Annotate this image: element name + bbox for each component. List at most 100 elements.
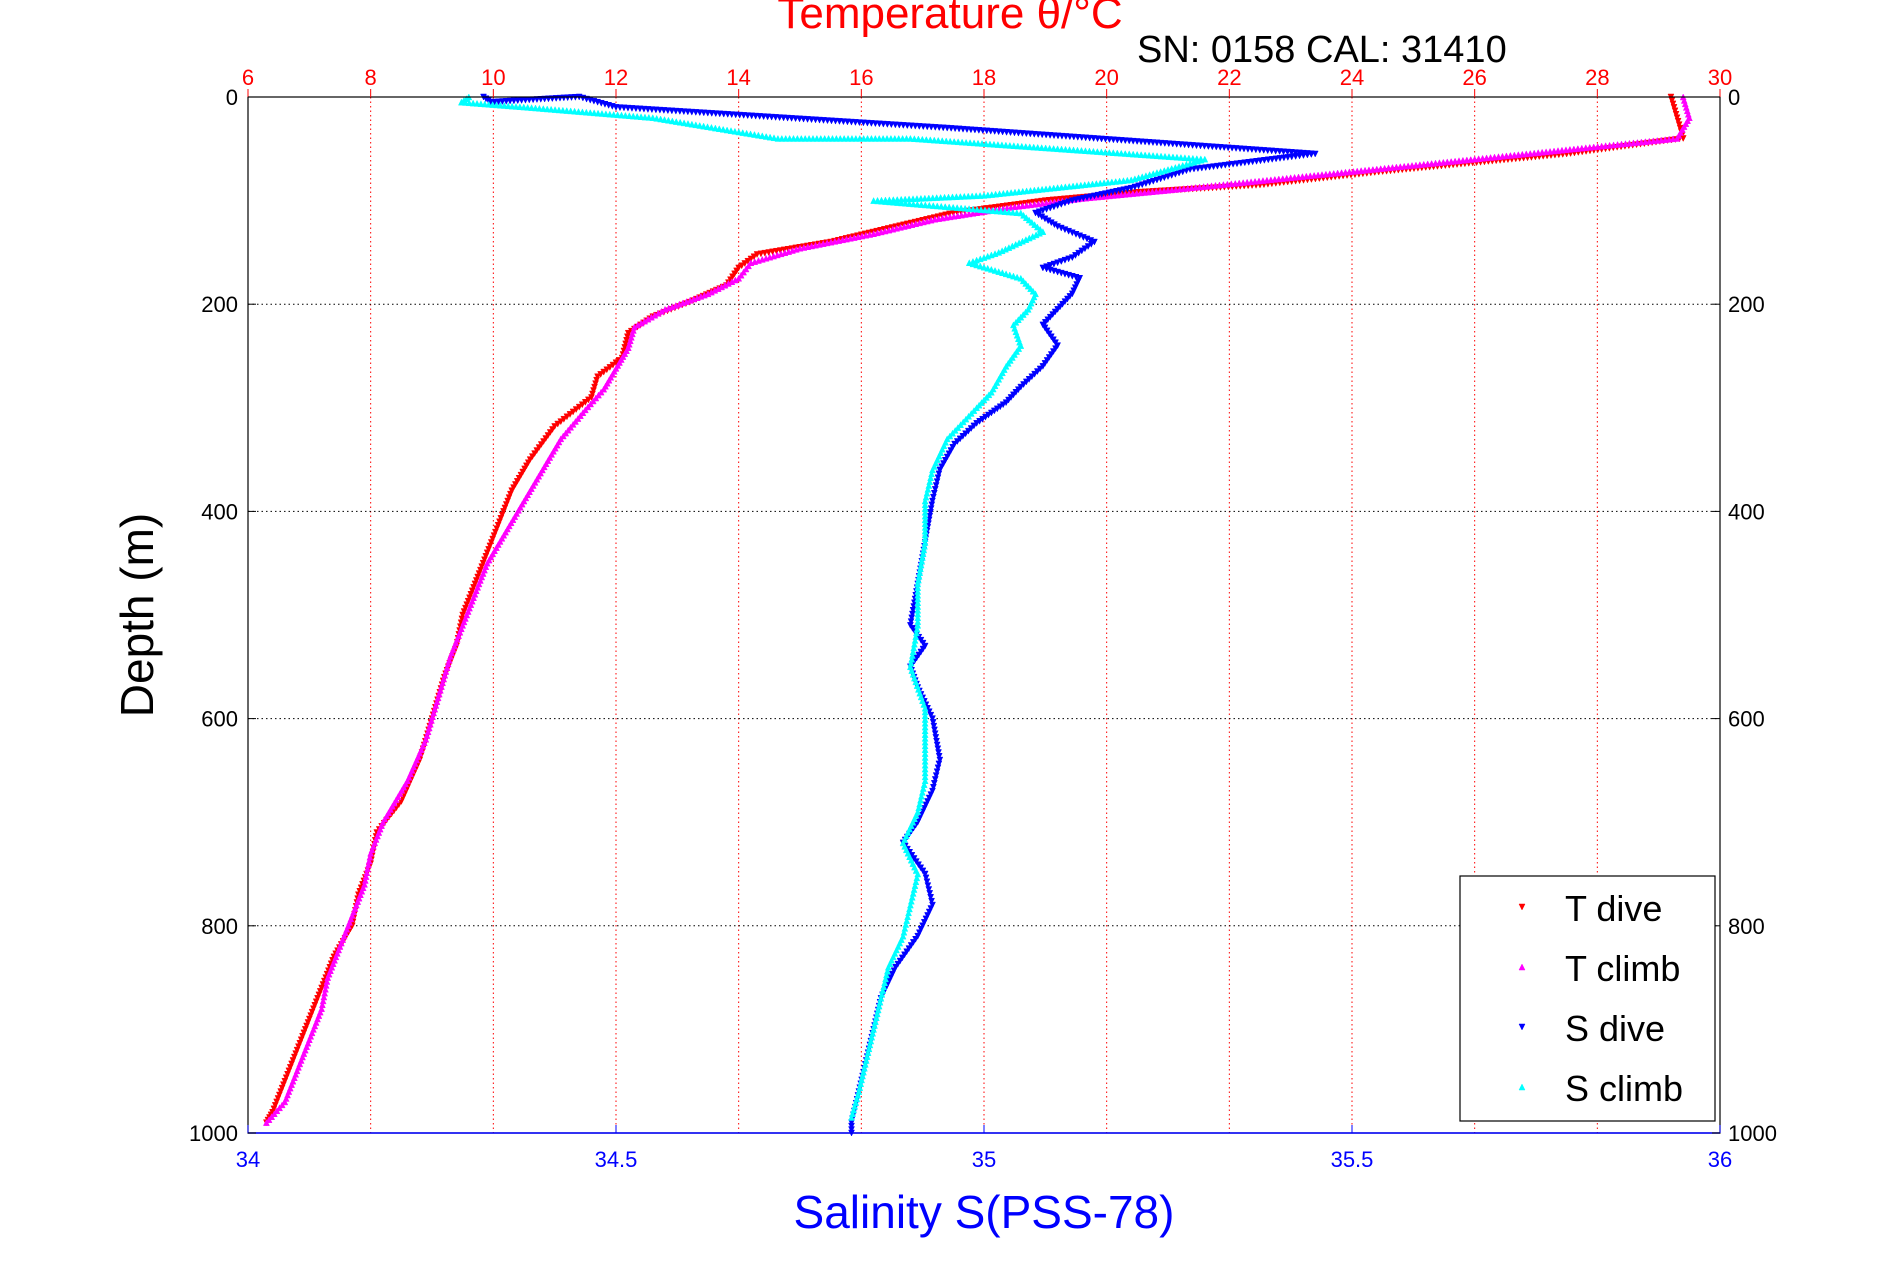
depth-tick-label-left: 800 (201, 914, 238, 939)
s-dive-point (922, 915, 930, 923)
s-climb-point (1089, 180, 1096, 188)
t-dive-point (592, 380, 599, 388)
t-climb-point (1622, 140, 1629, 147)
s-dive-point (907, 618, 915, 626)
s-climb-point (894, 199, 901, 206)
s-climb-point (1197, 156, 1205, 164)
t-climb-point (846, 234, 854, 242)
temperature-tick-label: 18 (972, 65, 996, 90)
s-climb-point (991, 250, 999, 257)
s-dive-point (928, 501, 936, 509)
s-dive-point (927, 894, 935, 901)
t-climb-point (1251, 177, 1259, 185)
t-climb-point (1357, 167, 1365, 174)
s-climb-point (665, 116, 672, 124)
t-climb-point (1550, 147, 1558, 155)
s-dive-point (927, 505, 935, 513)
s-climb-point (1127, 176, 1135, 184)
t-climb-point (1255, 177, 1263, 185)
t-dive-point (490, 532, 498, 540)
t-dive-point (508, 487, 516, 495)
t-climb-point (1373, 165, 1381, 173)
t-climb-point (634, 321, 642, 329)
t-dive-point (304, 1019, 312, 1027)
s-climb-point (1131, 175, 1139, 183)
t-climb-point (1392, 163, 1400, 171)
t-dive-point (295, 1043, 302, 1051)
s-climb-point (1032, 231, 1040, 239)
s-climb-point (1181, 154, 1189, 162)
t-climb-point (1330, 169, 1338, 177)
s-climb-point (633, 112, 641, 120)
s-climb-point (914, 135, 922, 143)
t-climb-point (1275, 175, 1283, 183)
s-climb-point (1061, 183, 1069, 191)
t-climb-point (1133, 189, 1141, 197)
s-climb-point (751, 130, 758, 138)
t-climb-point (1412, 161, 1420, 169)
s-dive-point (927, 905, 935, 913)
t-climb-point (958, 211, 965, 219)
s-climb-point (715, 125, 723, 132)
s-climb-point (965, 412, 973, 420)
s-climb-point (680, 119, 688, 127)
legend-label-s-climb: S climb (1565, 1068, 1683, 1109)
s-climb-point (1157, 152, 1165, 160)
s-climb-point (1133, 150, 1141, 158)
s-climb-point (1101, 148, 1109, 156)
t-dive-point (271, 1102, 279, 1109)
t-dive-point (485, 546, 492, 553)
s-climb-point (949, 203, 957, 211)
s-climb-point (582, 108, 590, 116)
t-climb-point (1554, 147, 1562, 154)
s-climb-point (933, 194, 941, 201)
t-climb-point (1566, 145, 1574, 153)
s-climb-point (962, 415, 970, 423)
s-dive-point (929, 715, 936, 723)
s-dive-point (919, 922, 927, 930)
t-climb-point (1152, 187, 1160, 195)
temperature-tick-label: 26 (1462, 65, 1486, 90)
t-climb-point (1192, 183, 1200, 191)
t-climb-point (843, 235, 850, 243)
s-dive-point (934, 764, 942, 772)
t-climb-point (668, 303, 676, 311)
t-climb-point (908, 221, 916, 228)
s-climb-point (886, 198, 893, 206)
s-climb-point (1042, 185, 1050, 193)
t-climb-point (870, 230, 878, 238)
s-dive-point (925, 886, 933, 894)
salinity-tick-label: 34 (236, 1147, 260, 1172)
s-climb-point (1113, 149, 1121, 157)
s-climb-point (735, 128, 743, 136)
s-climb-point (1013, 209, 1021, 216)
t-dive-point (284, 1071, 291, 1078)
s-climb-point (571, 107, 579, 115)
s-climb-point (949, 429, 956, 437)
s-dive-point (935, 749, 942, 757)
s-climb-point (618, 111, 625, 119)
t-climb-point (1645, 137, 1653, 145)
t-climb-point (1299, 173, 1306, 180)
t-climb-point (1023, 201, 1030, 209)
t-climb-point (800, 243, 808, 251)
s-climb-point (555, 106, 563, 114)
t-climb-point (755, 256, 762, 264)
t-dive-point (278, 1084, 286, 1092)
s-climb-point (910, 135, 918, 142)
t-climb-point (683, 298, 690, 305)
t-climb-point (766, 253, 774, 261)
t-dive-point (590, 387, 597, 395)
t-climb-point (1503, 152, 1510, 160)
s-climb-point (641, 113, 649, 121)
t-climb-point (1180, 185, 1188, 192)
s-climb-point (1157, 168, 1165, 175)
t-climb-point (1562, 146, 1570, 154)
s-climb-point (586, 108, 594, 116)
s-climb-point (978, 139, 986, 147)
s-climb-point (987, 251, 995, 259)
s-climb-point (976, 192, 984, 199)
t-climb-point (1510, 151, 1518, 159)
s-dive-point (889, 970, 896, 978)
